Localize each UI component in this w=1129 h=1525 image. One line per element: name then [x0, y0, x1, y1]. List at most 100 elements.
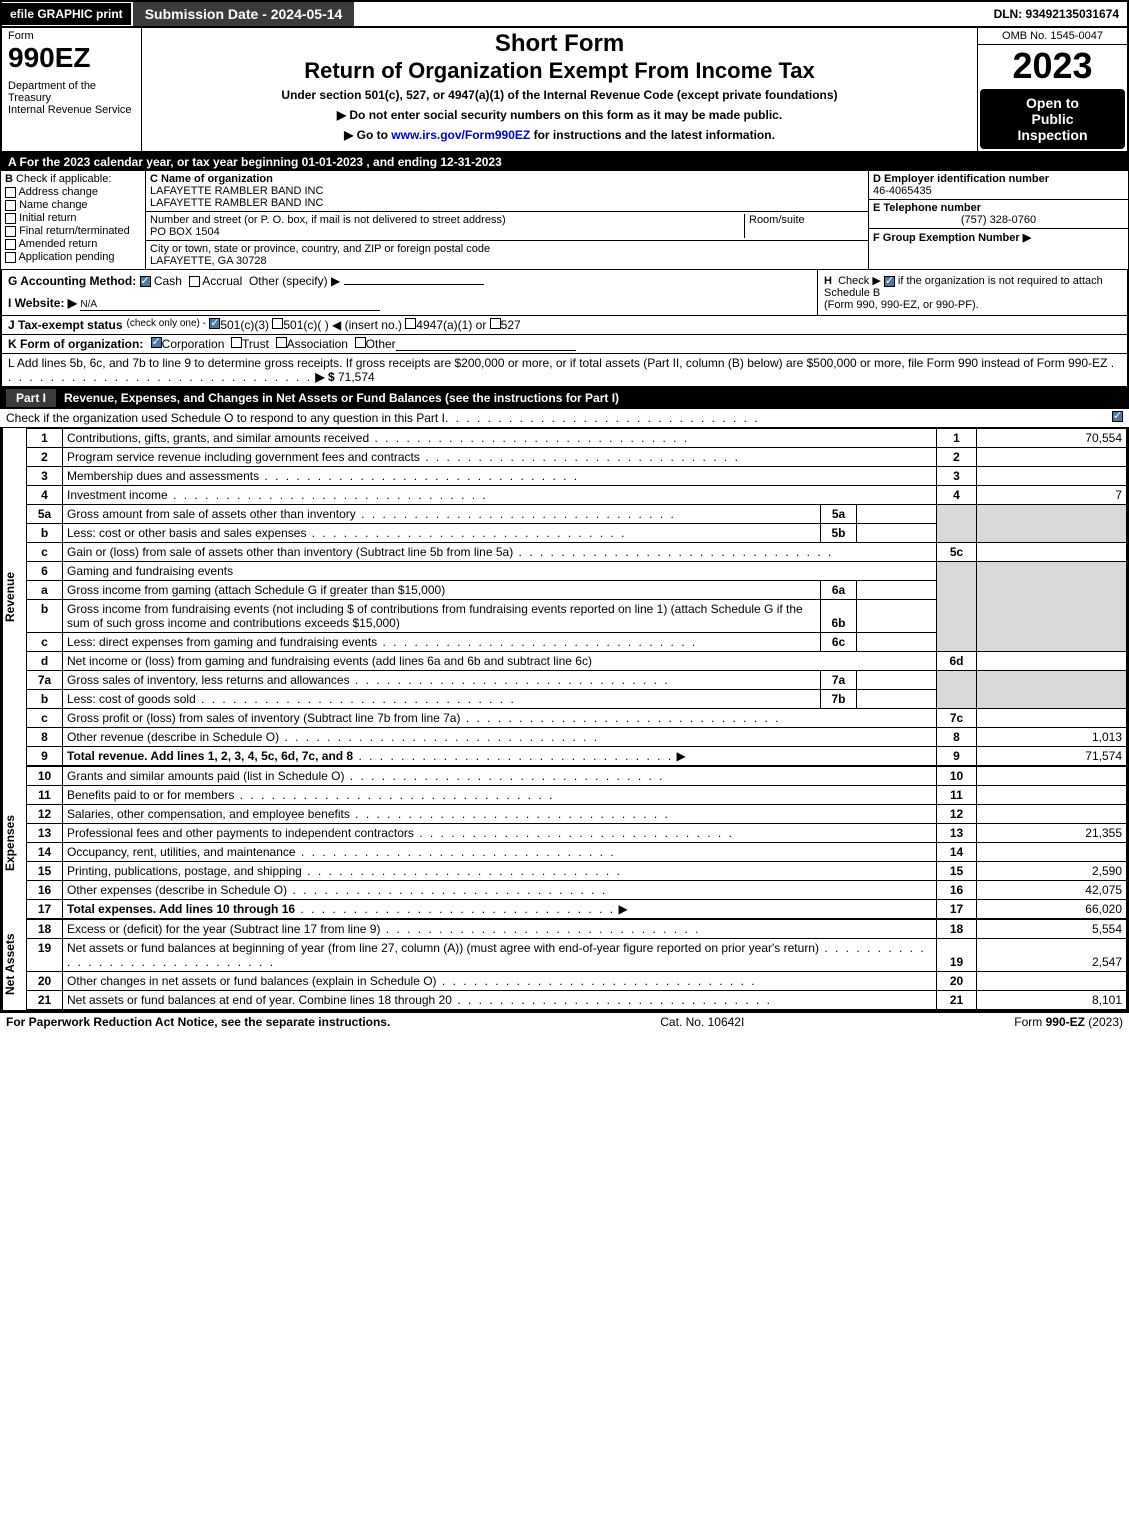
info-rows: G Accounting Method: Cash Accrual Other … [0, 270, 1129, 387]
chk-other-icon[interactable] [355, 337, 366, 348]
j-4947: 4947(a)(1) or [416, 318, 486, 332]
j-label: J Tax-exempt status [8, 318, 123, 332]
j-527: 527 [501, 318, 521, 332]
dln-label: DLN: 93492135031674 [986, 3, 1127, 25]
c-city-header: City or town, state or province, country… [150, 243, 490, 255]
checkbox-icon [5, 200, 16, 211]
row-j: J Tax-exempt status (check only one) - 5… [2, 316, 1127, 335]
omb-number: OMB No. 1545-0047 [978, 28, 1127, 45]
row-gh: G Accounting Method: Cash Accrual Other … [2, 270, 1127, 316]
chk-trust-icon[interactable] [231, 337, 242, 348]
line-15: 15Printing, publications, postage, and s… [27, 862, 1127, 881]
section-bcdef: B Check if applicable: Address change Na… [0, 171, 1129, 270]
short-form-title: Short Form [150, 30, 969, 58]
h-label: H [824, 275, 832, 287]
line-7c: cGross profit or (loss) from sales of in… [27, 709, 1127, 728]
ssn-warning: ▶ Do not enter social security numbers o… [150, 108, 969, 122]
l-text: L Add lines 5b, 6c, and 7b to line 9 to … [8, 356, 1107, 370]
d-ein-value: 46-4065435 [873, 185, 1124, 197]
chk-address-change[interactable]: Address change [5, 186, 141, 198]
chk-application-pending[interactable]: Application pending [5, 251, 141, 263]
main-title: Return of Organization Exempt From Incom… [150, 58, 969, 84]
efile-print-button[interactable]: efile GRAPHIC print [2, 3, 133, 25]
line-21-value: 8,101 [977, 991, 1127, 1010]
chk-h-icon[interactable] [884, 276, 895, 287]
chk-501c-icon[interactable] [272, 318, 283, 329]
chk-amended-return[interactable]: Amended return [5, 238, 141, 250]
open-to-public-box: Open to Public Inspection [980, 89, 1125, 149]
top-bar: efile GRAPHIC print Submission Date - 20… [0, 0, 1129, 28]
topbar-left: efile GRAPHIC print Submission Date - 20… [2, 2, 354, 26]
open-line1: Open to [986, 95, 1119, 111]
line-1-value: 70,554 [977, 429, 1127, 448]
line-5c-value [977, 543, 1127, 562]
submission-date: Submission Date - 2024-05-14 [133, 2, 355, 26]
row-g: G Accounting Method: Cash Accrual Other … [2, 270, 817, 315]
chk-accrual-icon[interactable] [189, 276, 200, 287]
chk-name-change[interactable]: Name change [5, 199, 141, 211]
line-19: 19Net assets or fund balances at beginni… [27, 939, 1127, 972]
org-address: PO BOX 1504 [150, 226, 744, 238]
part1-label: Part I [6, 389, 56, 407]
line-2: 2Program service revenue including gover… [27, 448, 1127, 467]
e-phone-value: (757) 328-0760 [873, 214, 1124, 226]
part1-title: Revenue, Expenses, and Changes in Net As… [64, 391, 619, 405]
chk-schedule-o-icon[interactable] [1112, 411, 1123, 422]
f-group-label: F Group Exemption Number ▶ [873, 232, 1031, 244]
column-def: D Employer identification number 46-4065… [868, 171, 1128, 269]
line-8: 8Other revenue (describe in Schedule O)8… [27, 728, 1127, 747]
c-addr-row: Number and street (or P. O. box, if mail… [146, 212, 868, 241]
chk-cash-icon[interactable] [140, 276, 151, 287]
j-501c3: 501(c)(3) [220, 318, 269, 332]
line-3: 3Membership dues and assessments3 [27, 467, 1127, 486]
line-21: 21Net assets or fund balances at end of … [27, 991, 1127, 1010]
line-17-value: 66,020 [977, 900, 1127, 919]
chk-527-icon[interactable] [490, 318, 501, 329]
l-arrow: ▶ $ [315, 370, 334, 384]
chk-initial-return[interactable]: Initial return [5, 212, 141, 224]
expenses-table: 10Grants and similar amounts paid (list … [26, 766, 1127, 919]
line-16-value: 42,075 [977, 881, 1127, 900]
header-center: Short Form Return of Organization Exempt… [142, 28, 977, 151]
line-19-value: 2,547 [977, 939, 1127, 972]
line-18-value: 5,554 [977, 920, 1127, 939]
irs-link[interactable]: www.irs.gov/Form990EZ [391, 128, 530, 142]
k-other: Other [366, 337, 396, 351]
line-11: 11Benefits paid to or for members11 [27, 786, 1127, 805]
i-label: I Website: ▶ [8, 296, 77, 310]
column-b: B Check if applicable: Address change Na… [1, 171, 146, 269]
chk-final-return[interactable]: Final return/terminated [5, 225, 141, 237]
chk-assoc-icon[interactable] [276, 337, 287, 348]
line-12: 12Salaries, other compensation, and empl… [27, 805, 1127, 824]
line-6d: dNet income or (loss) from gaming and fu… [27, 652, 1127, 671]
header-right: OMB No. 1545-0047 2023 Open to Public In… [977, 28, 1127, 151]
check-if-applicable: Check if applicable: [16, 173, 111, 185]
line-15-value: 2,590 [977, 862, 1127, 881]
e-phone-label: E Telephone number [873, 202, 1124, 214]
dept-treasury: Department of the Treasury [8, 80, 135, 104]
line-6a-value [857, 581, 937, 600]
footer-right: Form 990-EZ (2023) [1014, 1015, 1123, 1029]
chk-corp-icon[interactable] [151, 337, 162, 348]
line-7b-value [857, 690, 937, 709]
org-city: LAFAYETTE, GA 30728 [150, 255, 490, 267]
org-name-2: LAFAYETTE RAMBLER BAND INC [150, 197, 864, 209]
chk-501c3-icon[interactable] [209, 318, 220, 329]
room-suite-label: Room/suite [744, 214, 864, 238]
line-4: 4Investment income47 [27, 486, 1127, 505]
open-line2: Public [986, 111, 1119, 127]
footer-left: For Paperwork Reduction Act Notice, see … [6, 1015, 390, 1029]
part1-header: Part I Revenue, Expenses, and Changes in… [0, 387, 1129, 409]
under-section: Under section 501(c), 527, or 4947(a)(1)… [150, 88, 969, 102]
tax-year: 2023 [978, 45, 1127, 87]
line-12-value [977, 805, 1127, 824]
goto-link[interactable]: ▶ Go to www.irs.gov/Form990EZ for instru… [150, 128, 969, 142]
netassets-vertical-label: Net Assets [2, 919, 26, 1010]
line-14: 14Occupancy, rent, utilities, and mainte… [27, 843, 1127, 862]
i-website-value: N/A [80, 299, 380, 311]
line-7a: 7aGross sales of inventory, less returns… [27, 671, 1127, 690]
f-group-row: F Group Exemption Number ▶ [869, 229, 1128, 246]
line-2-value [977, 448, 1127, 467]
chk-4947-icon[interactable] [405, 318, 416, 329]
c-addr-header: Number and street (or P. O. box, if mail… [150, 214, 506, 226]
